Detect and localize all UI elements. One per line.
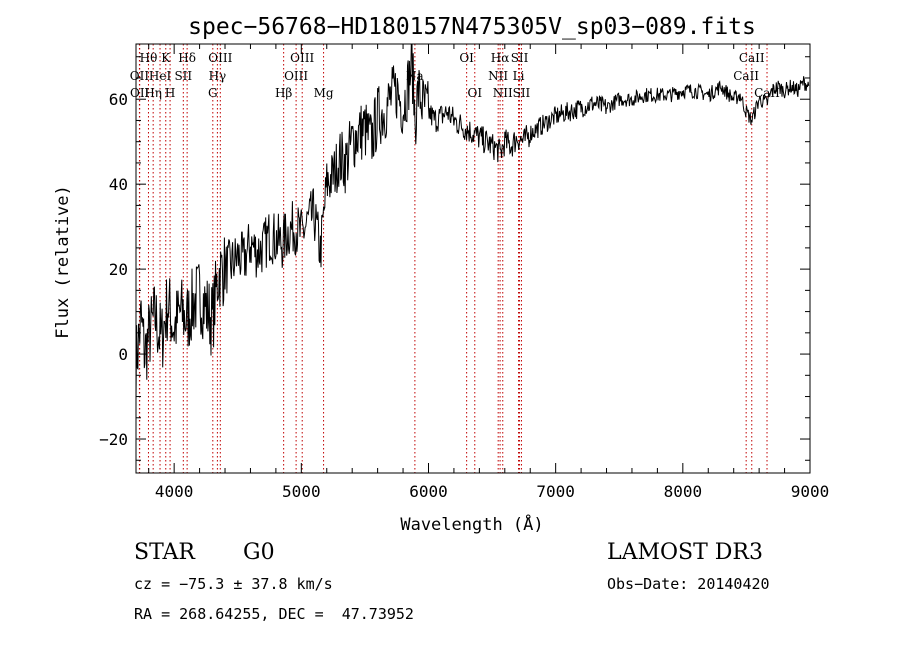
spectral-line-markers	[138, 44, 768, 473]
line-label-10: Hγ	[209, 69, 227, 83]
line-label-14: Hβ	[275, 86, 292, 100]
line-label-3: Hη	[144, 86, 162, 100]
line-label-20: SII	[511, 51, 529, 65]
x-tick-label-2: 6000	[409, 482, 448, 501]
line-label-15: Mg	[314, 86, 334, 100]
spectral-subclass: G0	[243, 540, 275, 565]
y-tick-label-3: 40	[109, 175, 128, 194]
y-tick-label-1: 0	[118, 345, 128, 364]
line-label-26: CaII	[733, 69, 759, 83]
line-label-22: Li	[513, 69, 525, 83]
line-label-17: OI	[459, 51, 474, 65]
line-label-6: H	[165, 86, 175, 100]
line-label-0: Hθ	[140, 51, 158, 65]
line-label-7: Hδ	[178, 51, 196, 65]
line-label-4: HeI	[149, 69, 172, 83]
x-tick-label-5: 9000	[791, 482, 830, 501]
plot-frame	[135, 43, 811, 474]
survey-name: LAMOST DR3	[607, 540, 763, 565]
spectrum-series	[135, 43, 810, 401]
x-tick-label-0: 4000	[155, 482, 194, 501]
x-tick-label-1: 5000	[282, 482, 321, 501]
line-label-8: SII	[174, 69, 192, 83]
line-label-19: Hα	[491, 51, 510, 65]
y-tick-label-4: 60	[109, 90, 128, 109]
line-label-27: CaII	[754, 86, 780, 100]
line-label-2: OII	[130, 86, 150, 100]
x-axis-label: Wavelength (Å)	[400, 513, 543, 535]
line-label-21: NII	[488, 69, 508, 83]
object-class: STAR	[134, 540, 195, 565]
line-label-25: CaII	[739, 51, 765, 65]
line-label-16: Na	[406, 69, 424, 83]
line-label-11: G	[208, 86, 218, 100]
y-tick-label-2: 20	[109, 260, 128, 279]
line-label-23: NII	[493, 86, 513, 100]
axes: 4000 5000 6000 7000 8000 9000 −20 0 20 40 60	[99, 44, 829, 501]
line-label-13: OIII	[284, 69, 308, 83]
y-tick-label-0: −20	[99, 430, 128, 449]
chart-title: spec−56768−HD180157N475305V_sp03−089.fit…	[188, 14, 756, 40]
line-label-12: OIII	[290, 51, 314, 65]
observation-date: Obs−Date: 20140420	[607, 575, 770, 593]
redshift-value: cz = −75.3 ± 37.8 km/s	[134, 575, 333, 593]
line-label-18: OI	[467, 86, 482, 100]
coordinates: RA = 268.64255, DEC = 47.73952	[134, 605, 414, 623]
spectrum-line	[135, 43, 810, 401]
line-label-9: OIII	[208, 51, 232, 65]
line-label-24: SII	[513, 86, 531, 100]
line-label-5: K	[161, 51, 171, 65]
line-label-1: OII	[130, 69, 150, 83]
x-tick-label-3: 7000	[536, 482, 575, 501]
x-tick-label-4: 8000	[664, 482, 703, 501]
y-axis-label: Flux (relative)	[53, 185, 73, 339]
